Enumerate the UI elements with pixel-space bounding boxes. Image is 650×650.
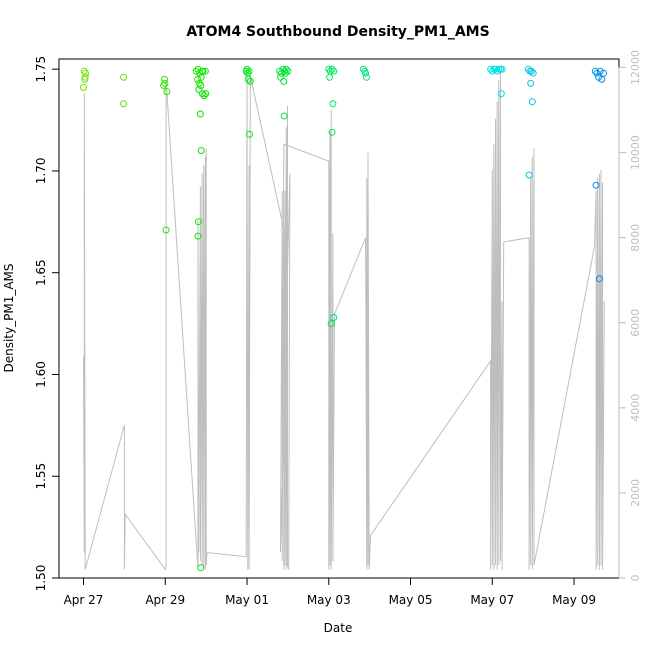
data-point (328, 65, 336, 73)
y2-tick-label: 2000 (629, 479, 642, 507)
data-point (326, 73, 334, 81)
data-point (591, 67, 599, 75)
data-point (201, 67, 209, 75)
chart-title: ATOM4 Southbound Density_PM1_AMS (186, 24, 489, 40)
data-point (598, 75, 606, 83)
x-tick-label: May 07 (470, 593, 514, 607)
data-point (198, 67, 206, 75)
y-tick-label: 1.50 (34, 565, 48, 592)
data-point (197, 147, 205, 155)
y2-tick-label: 4000 (629, 394, 642, 422)
data-point (194, 218, 202, 226)
data-point (487, 65, 495, 73)
y-axis-label: Density_PM1_AMS (2, 263, 16, 372)
y2-tick-label: 8000 (629, 224, 642, 252)
data-point (200, 92, 208, 100)
x-tick-label: Apr 27 (64, 593, 104, 607)
data-point (498, 65, 506, 73)
data-point (592, 181, 600, 189)
x-tick-label: Apr 29 (145, 593, 185, 607)
data-point (199, 90, 206, 98)
x-tick-label: May 05 (389, 593, 433, 607)
count-series-line (83, 71, 605, 571)
data-point (595, 275, 603, 283)
y-tick-label: 1.70 (34, 158, 48, 185)
x-tick-label: May 09 (552, 593, 596, 607)
data-point (246, 130, 253, 138)
data-point (600, 69, 607, 77)
data-point (80, 84, 87, 91)
data-point (246, 77, 254, 85)
y-tick-label: 1.60 (34, 361, 48, 388)
data-point (280, 77, 288, 85)
data-point (362, 69, 370, 77)
data-point (202, 90, 210, 98)
x-tick-label: May 01 (225, 593, 269, 607)
data-point (162, 226, 170, 234)
data-point (194, 75, 202, 83)
data-point (528, 67, 535, 75)
data-point (244, 75, 252, 83)
data-point (243, 65, 251, 73)
data-point (197, 82, 205, 89)
x-axis: Apr 27 Apr 29 May 01 May 03 May 05 May 07 May … (64, 577, 596, 607)
data-point (330, 67, 338, 75)
data-point (327, 320, 335, 328)
data-point (527, 79, 535, 87)
data-point (163, 88, 171, 96)
data-point (329, 100, 337, 108)
data-point (120, 100, 128, 108)
data-point (160, 82, 168, 89)
data-point (330, 314, 338, 321)
x-axis-label: Date (324, 621, 353, 635)
data-point (528, 98, 536, 106)
data-point (328, 128, 336, 136)
right-y-axis: 0 2000 4000 6000 8000 10000 12000 (618, 50, 642, 582)
y-axis: 1.50 1.55 1.60 1.65 1.70 1.75 (34, 56, 60, 592)
y2-tick-label: 12000 (629, 50, 642, 85)
y-tick-label: 1.55 (34, 463, 48, 490)
y2-tick-label: 6000 (629, 309, 642, 337)
data-point (280, 112, 288, 120)
count-series-layer (83, 71, 605, 571)
data-point (525, 171, 533, 179)
data-point (529, 69, 537, 77)
data-point (362, 73, 370, 81)
y-tick-label: 1.75 (34, 56, 48, 83)
data-point (82, 69, 90, 77)
data-point (196, 110, 204, 118)
x-tick-label: May 03 (307, 593, 351, 607)
data-point (282, 69, 289, 77)
data-point (120, 73, 128, 81)
data-point (360, 65, 367, 73)
data-point (81, 73, 89, 81)
y2-tick-label: 10000 (629, 135, 642, 170)
data-point (245, 67, 253, 75)
y2-tick-label: 0 (629, 575, 642, 582)
data-point (197, 564, 205, 572)
data-point (282, 65, 290, 73)
data-point (195, 86, 203, 93)
points-layer (80, 65, 607, 572)
data-point (497, 90, 505, 98)
y-tick-label: 1.65 (34, 259, 48, 286)
data-point (194, 232, 202, 240)
